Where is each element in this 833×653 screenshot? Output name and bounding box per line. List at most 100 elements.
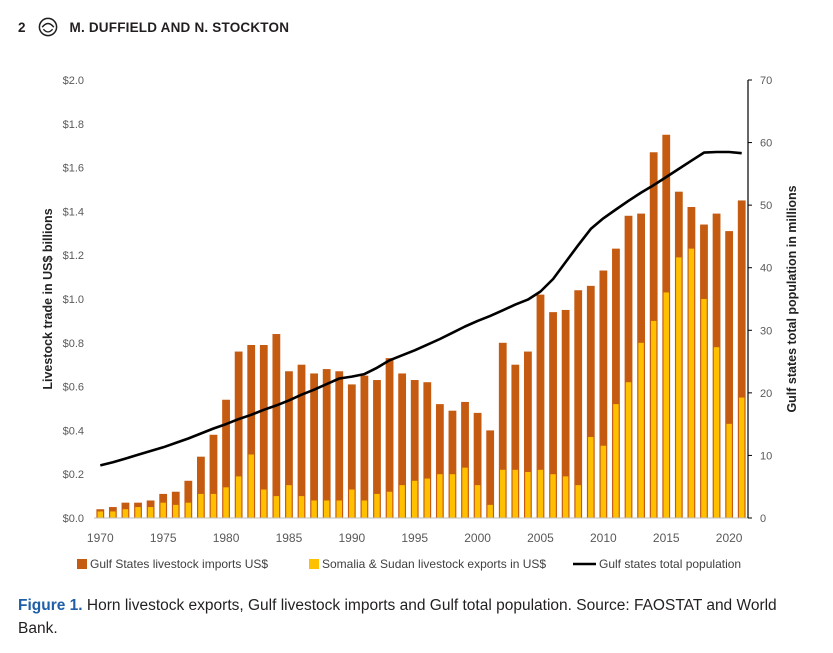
bar-gulf-imports bbox=[373, 380, 381, 518]
bar-gulf-imports bbox=[234, 351, 243, 518]
bar-gulf-imports bbox=[423, 382, 432, 518]
bar-gulf-imports bbox=[561, 309, 570, 518]
publisher-logo-icon bbox=[38, 17, 57, 37]
caption-text: Horn livestock exports, Gulf livestock i… bbox=[18, 597, 777, 637]
y-tick-label-right: 0 bbox=[760, 513, 766, 525]
bar-gulf-imports bbox=[473, 412, 482, 518]
bar-gulf-imports bbox=[725, 231, 734, 519]
bar-horn-exports bbox=[588, 436, 594, 518]
bar-horn-exports bbox=[261, 489, 267, 518]
bar-series bbox=[96, 134, 746, 519]
bar-horn-exports bbox=[349, 489, 355, 518]
bar-horn-exports bbox=[399, 485, 405, 518]
legend-label-imports: Gulf States livestock imports US$ bbox=[90, 557, 268, 571]
bar-horn-exports bbox=[386, 491, 393, 518]
bar-horn-exports bbox=[650, 320, 657, 518]
bar-horn-exports bbox=[613, 404, 619, 518]
x-tick-label: 1970 bbox=[87, 531, 114, 545]
legend-swatch-exports bbox=[309, 559, 319, 569]
bar-horn-exports bbox=[147, 507, 154, 518]
bar-horn-exports bbox=[223, 487, 229, 518]
y-tick-label-right: 70 bbox=[760, 75, 772, 87]
bar-horn-exports bbox=[726, 423, 732, 518]
figure-caption: Figure 1. Horn livestock exports, Gulf l… bbox=[18, 594, 818, 640]
y-tick-label: $1.4 bbox=[63, 206, 84, 218]
x-tick-label: 1990 bbox=[338, 531, 365, 545]
bar-gulf-imports bbox=[448, 410, 457, 518]
y-axis-label: Livestock trade in US$ billions bbox=[41, 208, 55, 389]
bar-horn-exports bbox=[97, 511, 104, 518]
bar-horn-exports bbox=[625, 382, 632, 518]
bar-gulf-imports bbox=[498, 342, 507, 518]
page-number: 2 bbox=[18, 19, 26, 35]
x-tick-label: 1975 bbox=[150, 531, 177, 545]
bar-gulf-imports bbox=[410, 380, 419, 518]
y-tick-label: $0.0 bbox=[63, 513, 84, 525]
bar-horn-exports bbox=[638, 342, 644, 518]
bar-horn-exports bbox=[110, 511, 116, 518]
bar-horn-exports bbox=[537, 469, 544, 518]
running-head: 2 M. DUFFIELD AND N. STOCKTON bbox=[18, 14, 289, 40]
y-tick-label: $0.2 bbox=[63, 469, 84, 481]
bar-gulf-imports bbox=[612, 248, 620, 518]
x-axis-ticks: 1970 1975 1980 1985 1990 1995 2000 2005 2010 2015… bbox=[87, 531, 743, 545]
bar-gulf-imports bbox=[347, 384, 356, 518]
bar-horn-exports bbox=[374, 493, 380, 518]
bar-gulf-imports bbox=[524, 351, 532, 518]
y-tick-label: $1.2 bbox=[63, 250, 84, 262]
y-tick-label-right: 20 bbox=[760, 388, 772, 400]
bar-gulf-imports bbox=[272, 334, 281, 518]
bar-gulf-imports bbox=[209, 434, 218, 518]
bar-gulf-imports bbox=[247, 344, 256, 518]
bar-gulf-imports bbox=[360, 375, 369, 518]
x-tick-label: 1985 bbox=[276, 531, 303, 545]
y-tick-label-right: 10 bbox=[760, 450, 772, 462]
legend-swatch-imports bbox=[77, 559, 87, 569]
bar-horn-exports bbox=[248, 454, 254, 518]
bar-horn-exports bbox=[562, 476, 569, 518]
bar-horn-exports bbox=[474, 485, 481, 518]
bar-horn-exports bbox=[688, 248, 695, 518]
y-tick-label: $0.4 bbox=[63, 425, 84, 437]
bar-gulf-imports bbox=[322, 369, 331, 518]
bar-horn-exports bbox=[500, 469, 506, 518]
bar-gulf-imports bbox=[285, 371, 293, 518]
bar-horn-exports bbox=[437, 474, 443, 518]
bar-gulf-imports bbox=[310, 373, 318, 518]
bar-gulf-imports bbox=[549, 312, 557, 518]
bar-horn-exports bbox=[286, 485, 292, 518]
bar-gulf-imports bbox=[461, 401, 469, 518]
bar-horn-exports bbox=[336, 500, 342, 518]
y-tick-label: $1.6 bbox=[63, 163, 84, 175]
bar-horn-exports bbox=[411, 480, 418, 518]
x-tick-label: 1995 bbox=[401, 531, 428, 545]
x-tick-label: 2010 bbox=[590, 531, 617, 545]
y-tick-label-right: 40 bbox=[760, 263, 772, 275]
bar-horn-exports bbox=[462, 467, 468, 518]
bar-horn-exports bbox=[273, 496, 280, 518]
bar-horn-exports bbox=[701, 299, 707, 518]
bar-horn-exports bbox=[185, 502, 192, 518]
bar-horn-exports bbox=[361, 500, 368, 518]
y-tick-label: $0.6 bbox=[63, 382, 84, 394]
bar-horn-exports bbox=[449, 474, 456, 518]
bar-gulf-imports bbox=[586, 285, 595, 518]
bar-gulf-imports bbox=[335, 371, 344, 518]
legend-label-population: Gulf states total population bbox=[599, 557, 741, 571]
bar-horn-exports bbox=[424, 478, 431, 518]
bar-gulf-imports bbox=[486, 430, 495, 518]
bar-horn-exports bbox=[235, 476, 242, 518]
legend-label-exports: Somalia & Sudan livestock exports in US$ bbox=[322, 557, 546, 571]
x-tick-label: 2000 bbox=[464, 531, 491, 545]
bar-horn-exports bbox=[198, 493, 204, 518]
figure-label: Figure 1. bbox=[18, 597, 83, 614]
bar-gulf-imports bbox=[197, 456, 205, 518]
bar-horn-exports bbox=[713, 347, 720, 518]
y-tick-label-right: 50 bbox=[760, 200, 772, 212]
bar-horn-exports bbox=[122, 509, 129, 518]
bar-horn-exports bbox=[512, 469, 519, 518]
bar-gulf-imports bbox=[511, 364, 520, 518]
y-tick-label-right: 60 bbox=[760, 138, 772, 150]
x-tick-label: 1980 bbox=[213, 531, 240, 545]
bar-gulf-imports bbox=[574, 290, 583, 518]
